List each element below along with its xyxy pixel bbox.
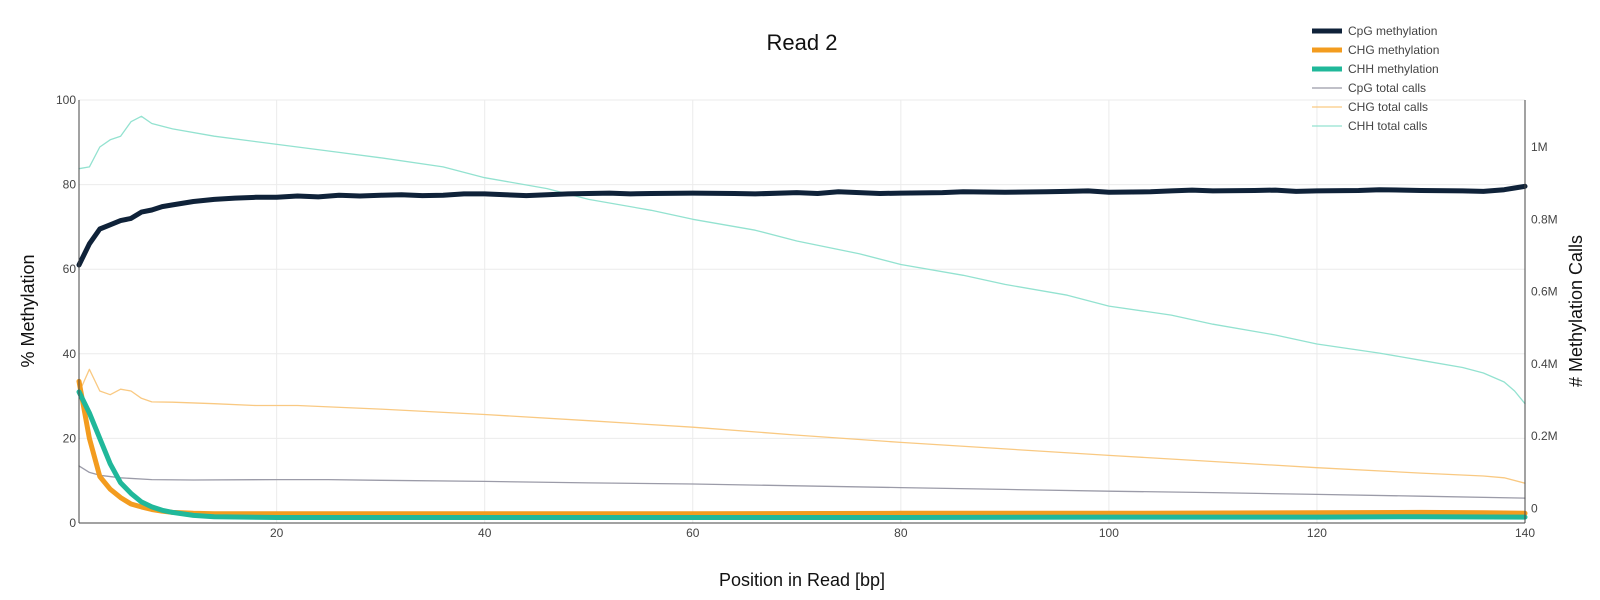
y2-tick-label: 0.2M (1531, 429, 1558, 443)
x-axis-title: Position in Read [bp] (719, 570, 885, 590)
legend-label: CHG methylation (1348, 43, 1439, 57)
legend-item[interactable]: CHH total calls (1312, 119, 1427, 133)
x-tick-label: 100 (1099, 526, 1119, 540)
legend-label: CHH methylation (1348, 62, 1439, 76)
legend-item[interactable]: CHG total calls (1312, 100, 1428, 114)
axes (78, 100, 1526, 524)
y2-tick-label: 0.4M (1531, 357, 1558, 371)
tick-labels: 20 40 60 80 100 120 140 0 20 40 60 80 100 0 0.2M 0.4M 0.… (56, 93, 1558, 540)
legend-item[interactable]: CHG methylation (1312, 43, 1439, 57)
x-tick-label: 120 (1307, 526, 1327, 540)
y-tick-label: 20 (63, 431, 77, 445)
series-line-cpg-methylation (76, 183, 1528, 268)
y2-tick-label: 0.8M (1531, 212, 1558, 226)
series-line-chh-total-calls (78, 115, 1526, 405)
legend-item[interactable]: CHH methylation (1312, 62, 1439, 76)
y-tick-label: 100 (56, 93, 76, 107)
grid-lines (79, 99, 1525, 523)
x-tick-label: 40 (478, 526, 492, 540)
y2-tick-label: 0.6M (1531, 285, 1558, 299)
x-tick-label: 140 (1515, 526, 1535, 540)
y2-tick-label: 0 (1531, 502, 1538, 516)
legend-label: CHH total calls (1348, 119, 1427, 133)
y-tick-label: 60 (63, 262, 77, 276)
x-tick-label: 20 (270, 526, 284, 540)
x-tick-label: 80 (894, 526, 908, 540)
legend-label: CHG total calls (1348, 100, 1428, 114)
legend-item[interactable]: CpG total calls (1312, 81, 1426, 95)
legend-label: CpG methylation (1348, 24, 1437, 38)
legend: CpG methylation CHG methylation CHH methyl… (1312, 24, 1439, 133)
y-tick-label: 0 (69, 516, 76, 530)
legend-item[interactable]: CpG methylation (1312, 24, 1437, 38)
legend-label: CpG total calls (1348, 81, 1426, 95)
series-line-chg-total-calls (78, 368, 1526, 484)
x-tick-label: 60 (686, 526, 700, 540)
y-axis-title: % Methylation (18, 254, 38, 367)
series-line-chh-methylation (76, 389, 1528, 520)
series-line-cpg-total-calls (78, 465, 1526, 499)
y2-tick-label: 1M (1531, 140, 1548, 154)
series-lines (76, 115, 1528, 520)
chart-title: Read 2 (767, 30, 838, 55)
y-tick-label: 40 (63, 347, 77, 361)
y2-axis-title: # Methylation Calls (1566, 235, 1586, 387)
y-tick-label: 80 (63, 178, 77, 192)
